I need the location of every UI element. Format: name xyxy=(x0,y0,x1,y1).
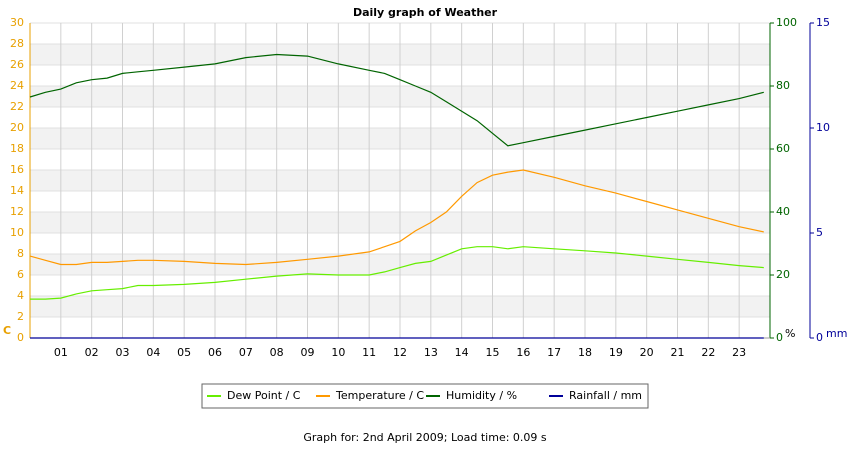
x-tick-label: 07 xyxy=(239,346,253,359)
legend-label: Temperature / C xyxy=(335,389,424,402)
x-tick-label: 13 xyxy=(424,346,438,359)
y3-tick-label: 5 xyxy=(816,226,823,239)
y2-tick-label: 0 xyxy=(776,331,783,344)
y-tick-label: 24 xyxy=(10,79,24,92)
y2-tick-label: 100 xyxy=(776,16,797,29)
y-axis-label: C xyxy=(3,324,11,337)
y-tick-label: 4 xyxy=(17,289,24,302)
x-tick-label: 09 xyxy=(301,346,315,359)
y3-axis-label: mm xyxy=(826,327,847,340)
y-tick-label: 6 xyxy=(17,268,24,281)
y-tick-label: 2 xyxy=(17,310,24,323)
x-tick-label: 18 xyxy=(578,346,592,359)
chart-title: Daily graph of Weather xyxy=(353,6,498,19)
y-tick-label: 12 xyxy=(10,205,24,218)
y-tick-label: 8 xyxy=(17,247,24,260)
x-tick-label: 01 xyxy=(54,346,68,359)
x-tick-label: 17 xyxy=(547,346,561,359)
y2-tick-label: 80 xyxy=(776,79,790,92)
x-tick-label: 23 xyxy=(732,346,746,359)
legend-label: Humidity / % xyxy=(446,389,517,402)
legend-box xyxy=(201,383,649,409)
y-tick-label: 22 xyxy=(10,100,24,113)
y-tick-label: 16 xyxy=(10,163,24,176)
y-tick-label: 28 xyxy=(10,37,24,50)
y2-axis-label: % xyxy=(785,327,795,340)
series-line xyxy=(30,246,764,300)
x-tick-label: 12 xyxy=(393,346,407,359)
legend-label: Rainfall / mm xyxy=(569,389,642,402)
x-tick-label: 19 xyxy=(609,346,623,359)
x-tick-label: 08 xyxy=(270,346,284,359)
y-tick-label: 26 xyxy=(10,58,24,71)
series-line xyxy=(29,169,764,266)
x-tick-label: 16 xyxy=(516,346,530,359)
x-tick-label: 15 xyxy=(486,346,500,359)
y-tick-label: 14 xyxy=(10,184,24,197)
x-tick-label: 03 xyxy=(116,346,130,359)
y2-tick-label: 40 xyxy=(776,205,790,218)
y-tick-label: 0 xyxy=(17,331,24,344)
x-tick-label: 05 xyxy=(177,346,191,359)
y-tick-label: 20 xyxy=(10,121,24,134)
footer: Graph for: 2nd April 2009; Load time: 0.… xyxy=(303,431,547,444)
y2-tick-label: 20 xyxy=(776,268,790,281)
y-tick-label: 30 xyxy=(10,16,24,29)
y-tick-label: 18 xyxy=(10,142,24,155)
x-tick-label: 10 xyxy=(331,346,345,359)
y2-tick-label: 60 xyxy=(776,142,790,155)
legend-label: Dew Point / C xyxy=(227,389,301,402)
x-tick-label: 14 xyxy=(455,346,469,359)
x-tick-label: 04 xyxy=(146,346,160,359)
x-tick-label: 02 xyxy=(85,346,99,359)
series-line xyxy=(29,53,764,147)
y3-tick-label: 10 xyxy=(816,121,830,134)
x-tick-label: 20 xyxy=(640,346,654,359)
x-tick-label: 11 xyxy=(362,346,376,359)
y-tick-label: 10 xyxy=(10,226,24,239)
y3-tick-label: 15 xyxy=(816,16,830,29)
x-tick-label: 22 xyxy=(701,346,715,359)
x-tick-label: 06 xyxy=(208,346,222,359)
y3-tick-label: 0 xyxy=(816,331,823,344)
x-tick-label: 21 xyxy=(671,346,685,359)
